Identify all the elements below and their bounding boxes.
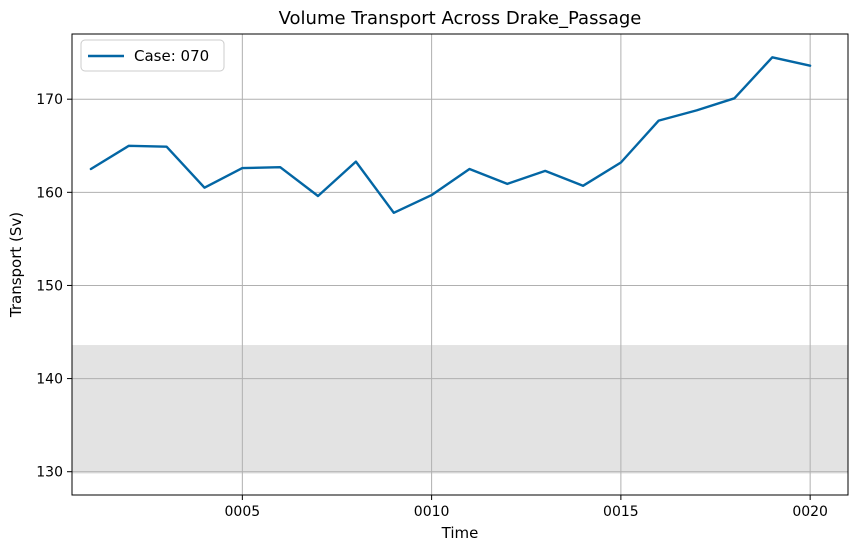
plot-frame bbox=[71, 33, 849, 496]
grid-layer bbox=[72, 34, 848, 495]
y-tick-label: 170 bbox=[36, 92, 63, 108]
x-tick-label: 0020 bbox=[792, 504, 828, 520]
legend-label: Case: 070 bbox=[134, 47, 209, 65]
tick-layer: 0005 0010 0015 0020 130 140 150 160 170 bbox=[36, 92, 828, 520]
chart-title: Volume Transport Across Drake_Passage bbox=[279, 8, 642, 29]
shaded-band-layer bbox=[72, 345, 848, 474]
y-axis-label: Transport (Sv) bbox=[7, 212, 25, 318]
legend-box bbox=[80, 39, 225, 72]
series-layer bbox=[89, 56, 812, 215]
y-tick-label: 140 bbox=[36, 372, 63, 388]
y-tick-label: 130 bbox=[36, 465, 63, 481]
y-tick-label: 150 bbox=[36, 278, 63, 294]
x-tick-label: 0005 bbox=[225, 504, 261, 520]
x-axis-label: Time bbox=[441, 524, 479, 542]
shaded-band bbox=[72, 345, 848, 474]
legend: Case: 070 bbox=[80, 39, 225, 72]
x-tick-label: 0015 bbox=[603, 504, 639, 520]
y-tick-label: 160 bbox=[36, 185, 63, 201]
x-tick-label: 0010 bbox=[414, 504, 450, 520]
series-line bbox=[89, 56, 812, 215]
